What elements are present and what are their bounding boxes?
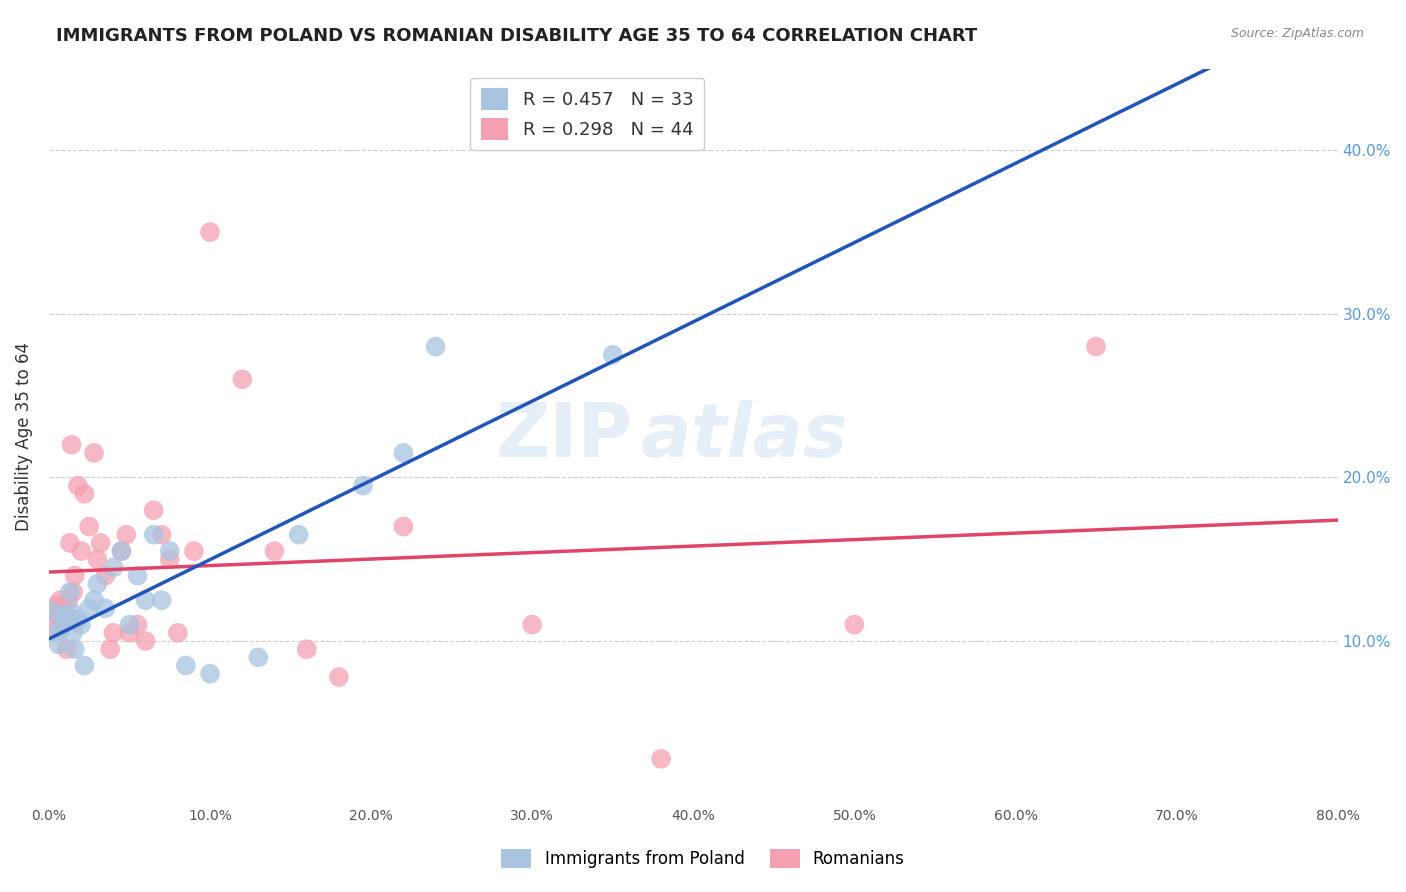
Point	[83, 593, 105, 607]
Point	[62, 625, 84, 640]
Point	[352, 478, 374, 492]
Point	[110, 544, 132, 558]
Point	[60, 438, 83, 452]
Point	[103, 625, 125, 640]
Point	[66, 478, 89, 492]
Point	[135, 634, 157, 648]
Point	[89, 536, 111, 550]
Point	[53, 609, 76, 624]
Point	[59, 536, 82, 550]
Point	[94, 601, 117, 615]
Point	[198, 225, 221, 239]
Point	[425, 340, 447, 354]
Point	[650, 752, 672, 766]
Point	[166, 625, 188, 640]
Point	[127, 617, 149, 632]
Point	[392, 519, 415, 533]
Legend: Immigrants from Poland, Romanians: Immigrants from Poland, Romanians	[495, 842, 911, 875]
Point	[83, 446, 105, 460]
Text: Source: ZipAtlas.com: Source: ZipAtlas.com	[1230, 27, 1364, 40]
Point	[142, 503, 165, 517]
Point	[287, 527, 309, 541]
Point	[73, 487, 96, 501]
Text: IMMIGRANTS FROM POLAND VS ROMANIAN DISABILITY AGE 35 TO 64 CORRELATION CHART: IMMIGRANTS FROM POLAND VS ROMANIAN DISAB…	[56, 27, 977, 45]
Text: atlas: atlas	[641, 401, 849, 473]
Point	[51, 601, 73, 615]
Point	[63, 642, 86, 657]
Point	[150, 593, 173, 607]
Point	[86, 552, 108, 566]
Point	[51, 621, 73, 635]
Point	[52, 617, 75, 632]
Point	[247, 650, 270, 665]
Point	[60, 605, 83, 619]
Point	[1085, 340, 1108, 354]
Point	[328, 670, 350, 684]
Point	[844, 617, 866, 632]
Point	[58, 593, 80, 607]
Point	[42, 605, 65, 619]
Point	[70, 617, 93, 632]
Point	[602, 348, 624, 362]
Point	[150, 527, 173, 541]
Point	[62, 585, 84, 599]
Point	[110, 544, 132, 558]
Point	[115, 527, 138, 541]
Point	[183, 544, 205, 558]
Point	[94, 568, 117, 582]
Point	[55, 642, 77, 657]
Point	[66, 613, 89, 627]
Point	[73, 658, 96, 673]
Legend: R = 0.457   N = 33, R = 0.298   N = 44: R = 0.457 N = 33, R = 0.298 N = 44	[471, 78, 704, 151]
Y-axis label: Disability Age 35 to 64: Disability Age 35 to 64	[15, 342, 32, 531]
Point	[231, 372, 253, 386]
Point	[63, 568, 86, 582]
Point	[53, 605, 76, 619]
Point	[263, 544, 285, 558]
Point	[46, 625, 69, 640]
Point	[135, 593, 157, 607]
Point	[86, 576, 108, 591]
Point	[42, 605, 65, 619]
Text: ZIP: ZIP	[496, 401, 633, 473]
Point	[118, 617, 141, 632]
Point	[118, 625, 141, 640]
Point	[77, 601, 100, 615]
Point	[295, 642, 318, 657]
Point	[522, 617, 544, 632]
Point	[392, 446, 415, 460]
Point	[142, 527, 165, 541]
Point	[58, 615, 80, 629]
Point	[98, 642, 121, 657]
Point	[159, 544, 181, 558]
Point	[103, 560, 125, 574]
Point	[174, 658, 197, 673]
Point	[48, 609, 70, 624]
Point	[59, 585, 82, 599]
Point	[198, 666, 221, 681]
Point	[48, 637, 70, 651]
Point	[70, 544, 93, 558]
Point	[159, 552, 181, 566]
Point	[49, 593, 72, 607]
Point	[127, 568, 149, 582]
Point	[77, 519, 100, 533]
Point	[44, 621, 66, 635]
Point	[46, 598, 69, 612]
